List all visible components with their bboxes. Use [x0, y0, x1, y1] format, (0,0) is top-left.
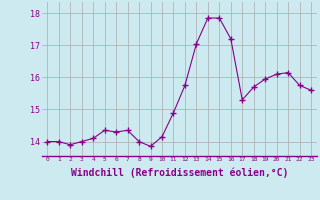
X-axis label: Windchill (Refroidissement éolien,°C): Windchill (Refroidissement éolien,°C)	[70, 168, 288, 178]
